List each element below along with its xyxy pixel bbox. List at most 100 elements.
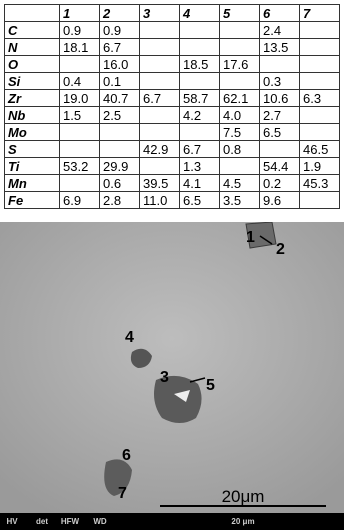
element-cell: Mn (4, 174, 60, 192)
value-cell: 0.4 (59, 72, 100, 90)
table-row: Si 0.4 0.1 0.3 (4, 72, 340, 90)
particle-label: 6 (122, 447, 131, 464)
column-header: 4 (179, 4, 220, 22)
value-cell: 2.5 (99, 106, 140, 124)
value-cell (299, 123, 340, 141)
table-row: Ti 53.2 29.9 1.3 54.4 1.9 (4, 157, 340, 175)
value-cell: 7.5 (219, 123, 260, 141)
value-cell (99, 140, 140, 158)
value-cell: 6.5 (179, 191, 220, 209)
particle (104, 459, 132, 496)
value-cell: 53.2 (59, 157, 100, 175)
particle (130, 348, 152, 368)
value-cell: 45.3 (299, 174, 340, 192)
table-row: Mo 7.5 6.5 (4, 123, 340, 141)
element-cell: S (4, 140, 60, 158)
value-cell: 1.3 (179, 157, 220, 175)
table-row: Fe 6.9 2.8 11.0 6.5 3.5 9.6 (4, 191, 340, 209)
value-cell: 10.6 (259, 89, 300, 107)
value-cell: 6.3 (299, 89, 340, 107)
element-cell: Zr (4, 89, 60, 107)
inclusion (174, 390, 190, 402)
value-cell: 17.6 (219, 55, 260, 73)
value-cell (219, 21, 260, 39)
particle-label: 3 (160, 369, 169, 386)
value-cell: 0.8 (219, 140, 260, 158)
value-cell: 16.0 (99, 55, 140, 73)
value-cell (139, 72, 180, 90)
value-cell: 18.1 (59, 38, 100, 56)
value-cell (299, 55, 340, 73)
value-cell (179, 123, 220, 141)
value-cell: 42.9 (139, 140, 180, 158)
value-cell (179, 72, 220, 90)
value-cell: 4.1 (179, 174, 220, 192)
value-cell: 39.5 (139, 174, 180, 192)
value-cell (139, 21, 180, 39)
value-cell: 29.9 (99, 157, 140, 175)
table-row: C 0.9 0.9 2.4 (4, 21, 340, 39)
value-cell: 0.2 (259, 174, 300, 192)
particle-label: 7 (118, 485, 127, 502)
element-cell: C (4, 21, 60, 39)
value-cell (219, 157, 260, 175)
value-cell (219, 38, 260, 56)
info-field: HV (6, 517, 18, 526)
element-cell: Si (4, 72, 60, 90)
column-header: 1 (59, 4, 100, 22)
value-cell: 1.9 (299, 157, 340, 175)
value-cell (139, 123, 180, 141)
table-row: Zr 19.0 40.7 6.7 58.7 62.1 10.6 6.3 (4, 89, 340, 107)
value-cell: 0.3 (259, 72, 300, 90)
particle-label: 1 (246, 229, 255, 246)
value-cell (299, 191, 340, 209)
info-bar (0, 513, 344, 530)
info-scale: 20 μm (231, 517, 254, 526)
element-cell: N (4, 38, 60, 56)
corner-cell (4, 4, 60, 22)
value-cell: 2.7 (259, 106, 300, 124)
value-cell (59, 174, 100, 192)
info-field: WD (93, 517, 107, 526)
value-cell: 6.7 (179, 140, 220, 158)
column-header: 6 (259, 4, 300, 22)
value-cell (139, 106, 180, 124)
value-cell: 0.9 (59, 21, 100, 39)
info-field: det (36, 517, 48, 526)
pointer (259, 235, 273, 245)
table-row: Nb 1.5 2.5 4.2 4.0 2.7 (4, 106, 340, 124)
value-cell: 0.6 (99, 174, 140, 192)
value-cell: 6.7 (139, 89, 180, 107)
table-row: S 42.9 6.7 0.8 46.5 (4, 140, 340, 158)
value-cell (59, 55, 100, 73)
particle-label: 2 (276, 241, 285, 258)
value-cell (179, 38, 220, 56)
value-cell: 1.5 (59, 106, 100, 124)
value-cell (139, 38, 180, 56)
value-cell: 6.7 (99, 38, 140, 56)
particle (154, 375, 202, 423)
value-cell (259, 55, 300, 73)
column-header: 7 (299, 4, 340, 22)
element-cell: O (4, 55, 60, 73)
value-cell (139, 55, 180, 73)
value-cell (299, 21, 340, 39)
value-cell (299, 38, 340, 56)
value-cell: 6.5 (259, 123, 300, 141)
sem-image: 1 2 3 4 5 6 7 20μm HV det HFW WD 20 μm (0, 222, 344, 530)
value-cell (59, 123, 100, 141)
value-cell: 18.5 (179, 55, 220, 73)
value-cell: 0.1 (99, 72, 140, 90)
value-cell: 4.5 (219, 174, 260, 192)
particle-label: 4 (125, 329, 134, 346)
value-cell: 19.0 (59, 89, 100, 107)
pointer (189, 377, 206, 383)
value-cell (299, 72, 340, 90)
value-cell (139, 157, 180, 175)
value-cell: 2.8 (99, 191, 140, 209)
background (0, 222, 344, 513)
value-cell: 54.4 (259, 157, 300, 175)
element-cell: Fe (4, 191, 60, 209)
table-row: O 16.0 18.5 17.6 (4, 55, 340, 73)
